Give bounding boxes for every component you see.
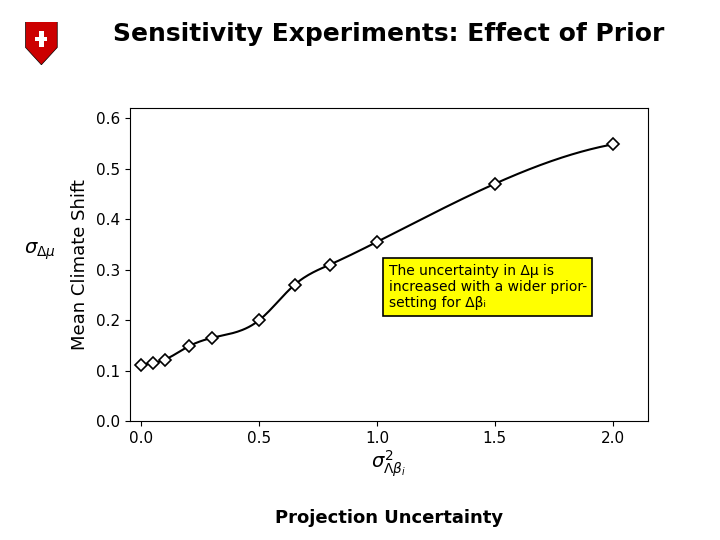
- Text: $\sigma_{\Delta\mu}$: $\sigma_{\Delta\mu}$: [24, 240, 55, 262]
- Bar: [35, 37, 48, 41]
- Text: Projection Uncertainty: Projection Uncertainty: [275, 509, 503, 528]
- Text: The uncertainty in Δμ is
increased with a wider prior-
setting for Δβᵢ: The uncertainty in Δμ is increased with …: [389, 264, 587, 310]
- X-axis label: $\sigma^2_{\Lambda\beta_i}$: $\sigma^2_{\Lambda\beta_i}$: [372, 449, 406, 480]
- Bar: [39, 31, 44, 46]
- Polygon shape: [26, 22, 58, 65]
- Y-axis label: Mean Climate Shift: Mean Climate Shift: [71, 179, 89, 350]
- Text: Sensitivity Experiments: Effect of Prior: Sensitivity Experiments: Effect of Prior: [113, 22, 665, 45]
